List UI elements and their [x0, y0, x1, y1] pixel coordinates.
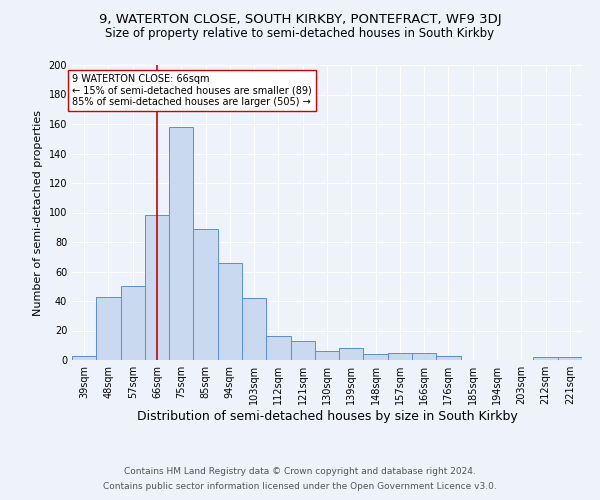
Text: 9 WATERTON CLOSE: 66sqm
← 15% of semi-detached houses are smaller (89)
85% of se: 9 WATERTON CLOSE: 66sqm ← 15% of semi-de… — [72, 74, 312, 107]
Y-axis label: Number of semi-detached properties: Number of semi-detached properties — [33, 110, 43, 316]
Bar — [558, 357, 582, 360]
Text: Contains public sector information licensed under the Open Government Licence v3: Contains public sector information licen… — [103, 482, 497, 491]
Bar — [290, 341, 315, 360]
Bar — [193, 228, 218, 360]
Bar — [242, 298, 266, 360]
Bar — [72, 356, 96, 360]
Text: Size of property relative to semi-detached houses in South Kirkby: Size of property relative to semi-detach… — [106, 28, 494, 40]
Bar — [169, 127, 193, 360]
Text: Contains HM Land Registry data © Crown copyright and database right 2024.: Contains HM Land Registry data © Crown c… — [124, 467, 476, 476]
Text: 9, WATERTON CLOSE, SOUTH KIRKBY, PONTEFRACT, WF9 3DJ: 9, WATERTON CLOSE, SOUTH KIRKBY, PONTEFR… — [98, 12, 502, 26]
Bar — [315, 351, 339, 360]
Bar — [96, 296, 121, 360]
X-axis label: Distribution of semi-detached houses by size in South Kirkby: Distribution of semi-detached houses by … — [137, 410, 517, 423]
Bar — [533, 357, 558, 360]
Bar — [436, 356, 461, 360]
Bar — [339, 348, 364, 360]
Bar — [266, 336, 290, 360]
Bar — [412, 352, 436, 360]
Bar — [145, 216, 169, 360]
Bar — [364, 354, 388, 360]
Bar — [388, 352, 412, 360]
Bar — [121, 286, 145, 360]
Bar — [218, 262, 242, 360]
